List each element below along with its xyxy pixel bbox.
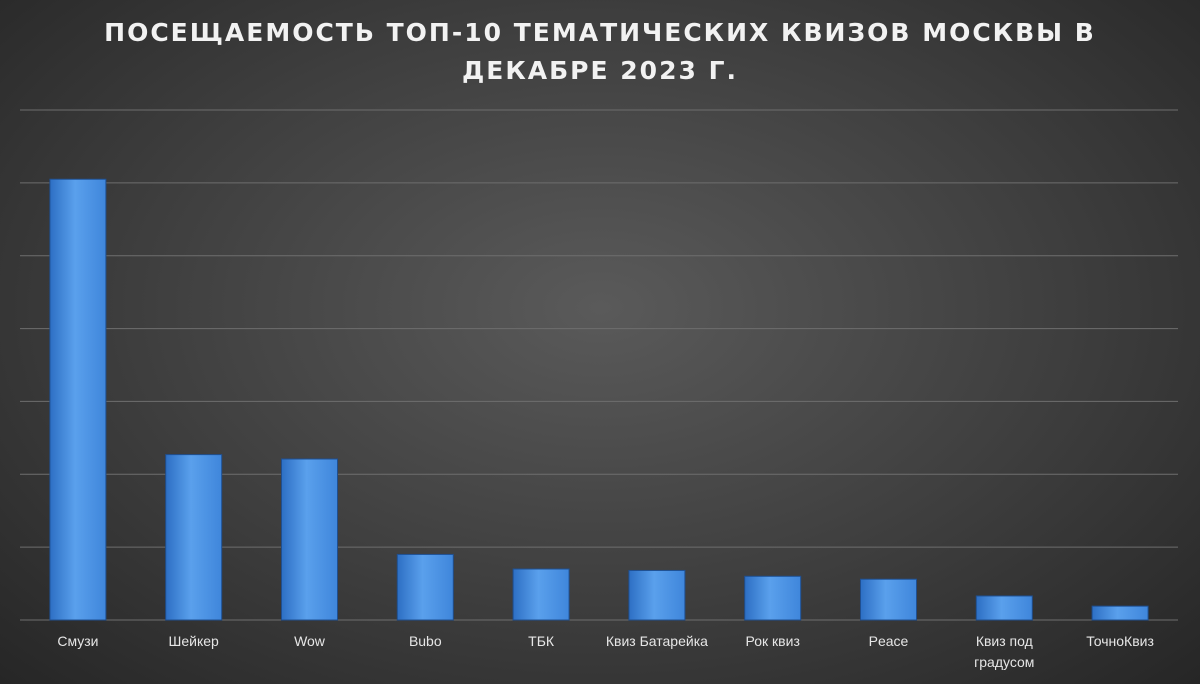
category-label: Bubo (409, 633, 442, 649)
bar (1091, 605, 1149, 621)
bars (49, 178, 1149, 621)
category-label: Квиз под градусом (974, 633, 1034, 670)
bar (860, 578, 917, 621)
bar (49, 178, 107, 621)
chart-title: ПОСЕЩАЕМОСТЬ ТОП-10 ТЕМАТИЧЕСКИХ КВИЗОВ … (104, 18, 1096, 85)
category-label: Квиз Батарейка (606, 633, 708, 649)
category-label: Рок квиз (746, 633, 800, 649)
bar (512, 568, 570, 621)
category-label: ТочноКвиз (1086, 633, 1154, 649)
category-label: Wow (294, 633, 326, 649)
bar (165, 454, 223, 621)
category-label: Смузи (57, 633, 98, 649)
category-label: Шейкер (169, 633, 220, 649)
bar (281, 458, 338, 621)
bar (975, 595, 1033, 621)
bar (396, 553, 454, 621)
category-label: Peace (869, 633, 909, 649)
category-labels: Смузи Шейкер Wow Bubo ТБК Квиз Батарейка Рок к… (57, 633, 1154, 670)
category-label: ТБК (528, 633, 555, 649)
bar (744, 575, 802, 621)
bar (628, 569, 686, 621)
